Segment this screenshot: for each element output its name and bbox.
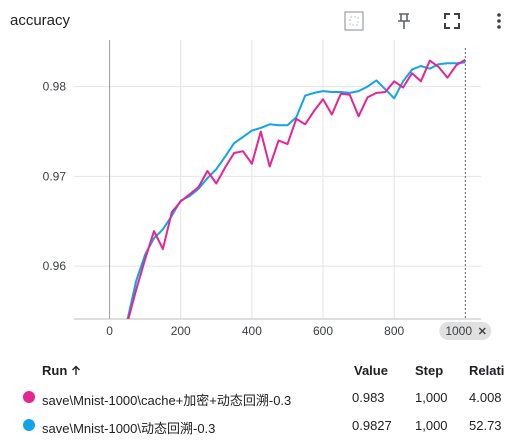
- axes: [74, 40, 481, 320]
- series-line: [126, 61, 466, 319]
- run-value: 0.9827: [352, 418, 392, 433]
- value-column-header[interactable]: Value: [354, 363, 388, 378]
- fit-domain-button[interactable]: [343, 10, 365, 32]
- arrow-up-icon: [71, 365, 80, 375]
- run-value: 0.983: [352, 390, 385, 405]
- x-tick-label: 600: [313, 324, 333, 338]
- hover-indicator: 1000: [439, 48, 492, 340]
- grid: [74, 40, 481, 319]
- relative-column-header[interactable]: Relati: [469, 363, 505, 378]
- run-step: 1,000: [415, 418, 448, 433]
- series-color-dot: [23, 391, 35, 403]
- series-line: [127, 58, 466, 319]
- run-column-header[interactable]: Run: [42, 363, 81, 378]
- series-lines: [126, 58, 466, 319]
- tick-labels: 0.96 0.97 0.98 0 200 400 600 800: [43, 80, 405, 338]
- run-step: 1,000: [415, 390, 448, 405]
- x-tick-label: 200: [171, 324, 191, 338]
- series-color-dot: [23, 419, 35, 431]
- more-vert-icon: [497, 13, 501, 29]
- run-name: save\Mnist-1000\cache+加密+动态回溯-0.3: [42, 393, 292, 408]
- close-icon[interactable]: [478, 327, 486, 335]
- x-tick-label: 800: [384, 324, 404, 338]
- y-tick-label: 0.96: [43, 259, 67, 273]
- run-name: save\Mnist-1000\动态回溯-0.3: [42, 421, 216, 436]
- more-options-button[interactable]: [488, 10, 510, 32]
- pin-icon: [398, 13, 410, 29]
- run-header-label: Run: [42, 363, 68, 378]
- accuracy-chart[interactable]: 0.96 0.97 0.98 0 200 400 600 800 1000: [0, 40, 531, 350]
- x-tick-label: 400: [242, 324, 262, 338]
- step-column-header[interactable]: Step: [415, 363, 444, 378]
- y-tick-label: 0.98: [43, 80, 67, 94]
- fullscreen-icon: [444, 13, 460, 29]
- hover-step-badge[interactable]: 1000: [439, 322, 492, 340]
- pin-button[interactable]: [393, 10, 415, 32]
- run-relative: 4.008: [469, 390, 502, 405]
- hover-step-label: 1000: [445, 324, 472, 338]
- fullscreen-button[interactable]: [441, 10, 463, 32]
- run-relative: 52.73: [469, 418, 502, 433]
- x-tick-label: 0: [106, 324, 113, 338]
- fit-domain-icon: [344, 11, 364, 31]
- y-tick-label: 0.97: [43, 169, 67, 183]
- chart-title: accuracy: [10, 12, 71, 29]
